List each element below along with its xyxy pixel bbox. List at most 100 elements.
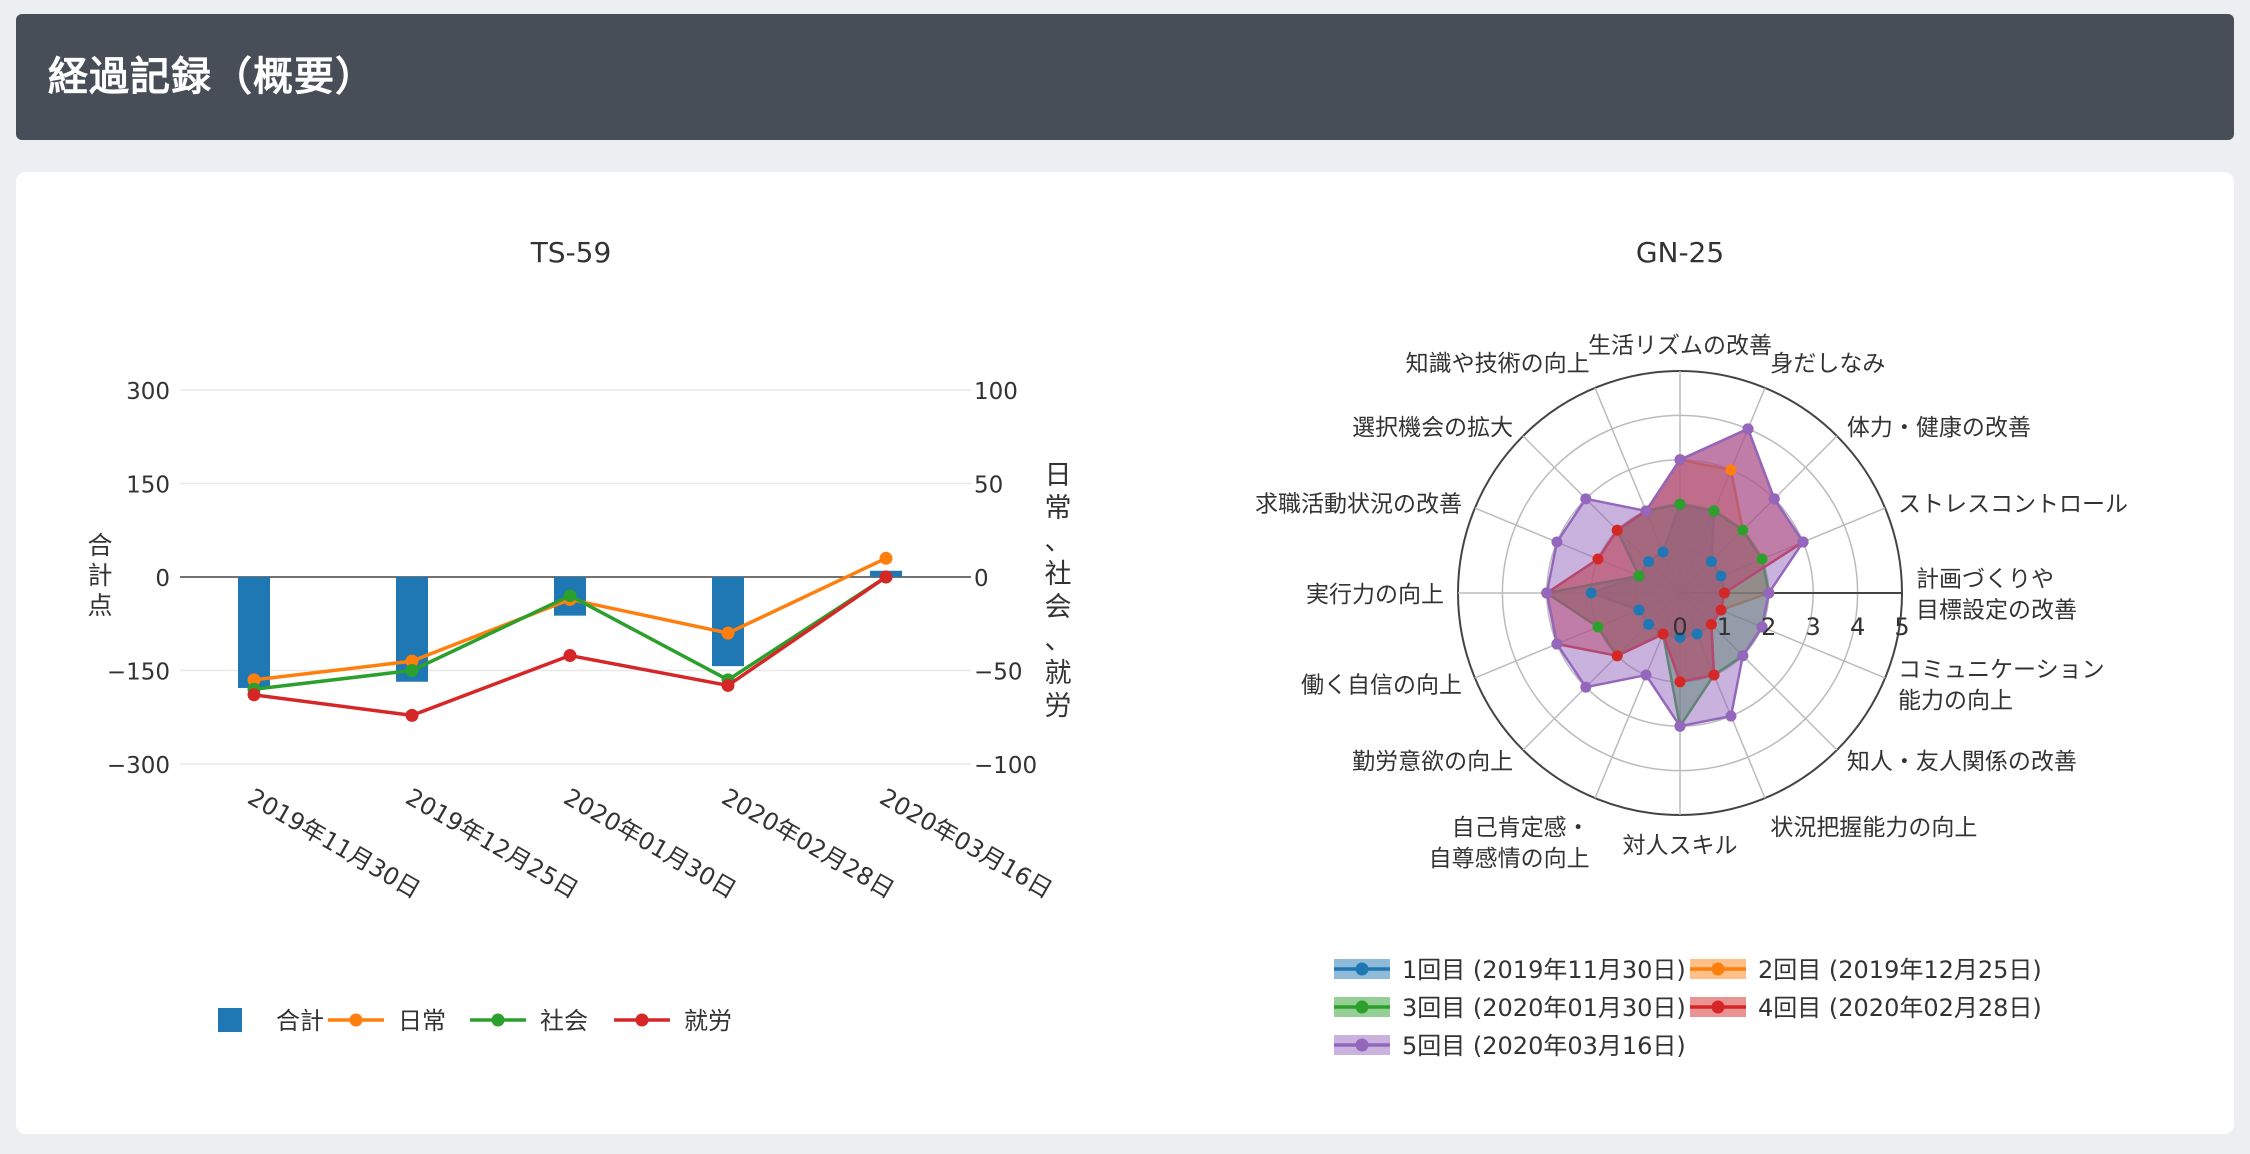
radar-axis-label: 実行力の向上 [1306, 582, 1444, 608]
chart-panel: TS-59 300 150 0 −150 −300 100 50 0 −50 −100 合計点日常、社… [16, 172, 2234, 1134]
legend-label: 日常 [398, 1007, 446, 1035]
radar-axis-label: 知識や技術の向上 [1406, 351, 1590, 377]
radar-point [1705, 556, 1717, 568]
radar-point [1756, 621, 1768, 633]
radar-axis-label: 勤労意欲の向上 [1352, 749, 1513, 775]
radar-axis-label: 知人・友人関係の改善 [1847, 749, 2077, 775]
legend-swatch-dot [635, 1013, 649, 1027]
radar-axis-label: 求職活動状況の改善 [1255, 492, 1462, 518]
legend-swatch-dot [1355, 1000, 1369, 1014]
line-point [879, 551, 893, 565]
x-tick: 2020年02月28日 [717, 783, 899, 904]
gn25-legend: 1回目 (2019年11月30日) 2回目 (2019年12月25日) 3回目 (2… [1334, 956, 2042, 1060]
legend-swatch-dot [1711, 962, 1725, 976]
radar-axis-label: 体力・健康の改善 [1847, 415, 2031, 441]
radar-point [1580, 681, 1592, 693]
line-point [721, 626, 735, 640]
radar-point [1691, 628, 1703, 640]
gn25-title: GN-25 [1636, 236, 1724, 269]
radar-point [1768, 493, 1780, 505]
radar-radial-tick: 2 [1761, 613, 1776, 641]
radar-axis-label: 身だしなみ [1770, 351, 1885, 377]
radar-axis-label: 選択機会の拡大 [1352, 415, 1513, 441]
legend-label: 5回目 (2020年03月16日) [1402, 1032, 1686, 1060]
line-point [721, 678, 735, 692]
charts-canvas: TS-593001500−150−300100500−50−100合計点日常、社… [87, 236, 2128, 1060]
radar-point [1737, 524, 1749, 536]
legend-label: 就労 [684, 1007, 732, 1035]
radar-point [1756, 553, 1768, 565]
radar-point [1715, 570, 1727, 582]
legend-swatch-bar [218, 1008, 242, 1032]
radar-point [1674, 498, 1686, 510]
radar-point [1718, 587, 1730, 599]
radar-point [1643, 618, 1655, 630]
line-point [563, 589, 577, 603]
legend-swatch-dot [1355, 962, 1369, 976]
y-right-tick: 100 [974, 379, 1018, 405]
line-point [247, 673, 261, 687]
radar-radial-tick: 0 [1672, 613, 1687, 641]
bar-4 [712, 577, 744, 667]
y-left-tick: 300 [126, 379, 170, 405]
y-right-tick: −50 [974, 660, 1023, 686]
radar-point [1674, 676, 1686, 688]
radar-axis-label: 計画づくりや目標設定の改善 [1916, 567, 2077, 624]
y-left-axis-title-char: 合 [87, 531, 112, 560]
radar-point [1611, 524, 1623, 536]
radar-radial-tick: 4 [1850, 613, 1865, 641]
radar-radial-tick: 3 [1806, 613, 1821, 641]
radar-axis-label: ストレスコントロール [1898, 492, 2128, 518]
y-left-tick: 150 [126, 473, 170, 499]
radar-point [1797, 536, 1809, 548]
radar-point [1643, 556, 1655, 568]
legend-swatch-dot [491, 1013, 505, 1027]
radar-point [1737, 650, 1749, 662]
page-title: 経過記録（概要） [48, 54, 376, 100]
legend-label: 合計 [276, 1007, 324, 1035]
radar-point [1674, 454, 1686, 466]
ts59-title: TS-59 [530, 236, 612, 269]
line-point [405, 708, 419, 722]
y-right-axis-title-char: 、 [1045, 526, 1072, 557]
page-header: 経過記録（概要） [16, 14, 2234, 140]
bar-1 [238, 577, 270, 688]
legend-label: 2回目 (2019年12月25日) [1758, 956, 2042, 984]
y-right-axis-title-char: 、 [1045, 625, 1072, 656]
radar-radial-tick: 5 [1894, 613, 1909, 641]
radar-point [1742, 423, 1754, 435]
radar-point [1640, 669, 1652, 681]
legend-swatch-dot [349, 1013, 363, 1027]
radar-point [1640, 505, 1652, 517]
x-tick: 2020年01月30日 [559, 783, 741, 904]
radar-axis-label: 生活リズムの改善 [1588, 333, 1772, 359]
radar-point [1541, 587, 1553, 599]
radar-point [1551, 638, 1563, 650]
radar-axis-label: 対人スキル [1623, 833, 1738, 859]
y-right-axis-title-char: 就 [1045, 658, 1072, 689]
radar-axis-label: 働く自信の向上 [1301, 672, 1462, 698]
radar-point [1551, 536, 1563, 548]
radar-point [1657, 546, 1669, 558]
y-right-axis-title-char: 社 [1045, 559, 1072, 590]
line-point [405, 664, 419, 677]
legend-swatch-dot [1711, 1000, 1725, 1014]
y-left-tick: 0 [155, 566, 170, 592]
radar-point [1633, 604, 1645, 616]
y-right-axis-title-char: 労 [1045, 691, 1072, 722]
y-right-tick: 0 [974, 566, 989, 592]
line-point [879, 570, 893, 584]
legend-swatch-dot [1355, 1038, 1369, 1052]
radar-point [1657, 628, 1669, 640]
radar-point [1725, 464, 1737, 476]
x-tick: 2019年12月25日 [401, 783, 583, 904]
y-left-axis-title-char: 計 [87, 561, 112, 590]
radar-point [1674, 631, 1686, 643]
radar-point [1674, 720, 1686, 732]
ts59-legend: 合計 日常 社会 就労 [218, 1007, 732, 1035]
line-point [247, 688, 261, 702]
radar-axis-label: コミュニケーション能力の向上 [1898, 657, 2105, 714]
y-left-axis-title-char: 点 [87, 591, 112, 620]
legend-label: 4回目 (2020年02月28日) [1758, 994, 2042, 1022]
